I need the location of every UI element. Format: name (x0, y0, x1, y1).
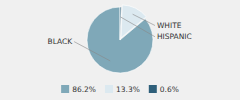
legend-label: 0.6% (160, 85, 179, 94)
annotation: HISPANIC (157, 32, 192, 41)
pie (87, 5, 153, 73)
leader-line (133, 14, 155, 25)
pie-slice (120, 7, 121, 40)
legend-swatch (61, 85, 69, 93)
annotations: BLACK WHITE HISPANIC (47, 14, 191, 61)
background (0, 0, 240, 100)
chart: BLACK WHITE HISPANIC 86.2% 13.3% 0.6% (0, 0, 240, 100)
legend-label: 13.3% (116, 85, 140, 94)
annotation: BLACK (47, 37, 73, 46)
pie-slice (121, 5, 146, 38)
legend-swatch (149, 85, 157, 93)
annotation: WHITE (157, 21, 182, 30)
legend-swatch (105, 85, 113, 93)
legend-label: 86.2% (72, 85, 96, 94)
leader-line (74, 42, 110, 61)
legend: 86.2% 13.3% 0.6% (61, 85, 179, 94)
leader-line (120, 17, 155, 37)
